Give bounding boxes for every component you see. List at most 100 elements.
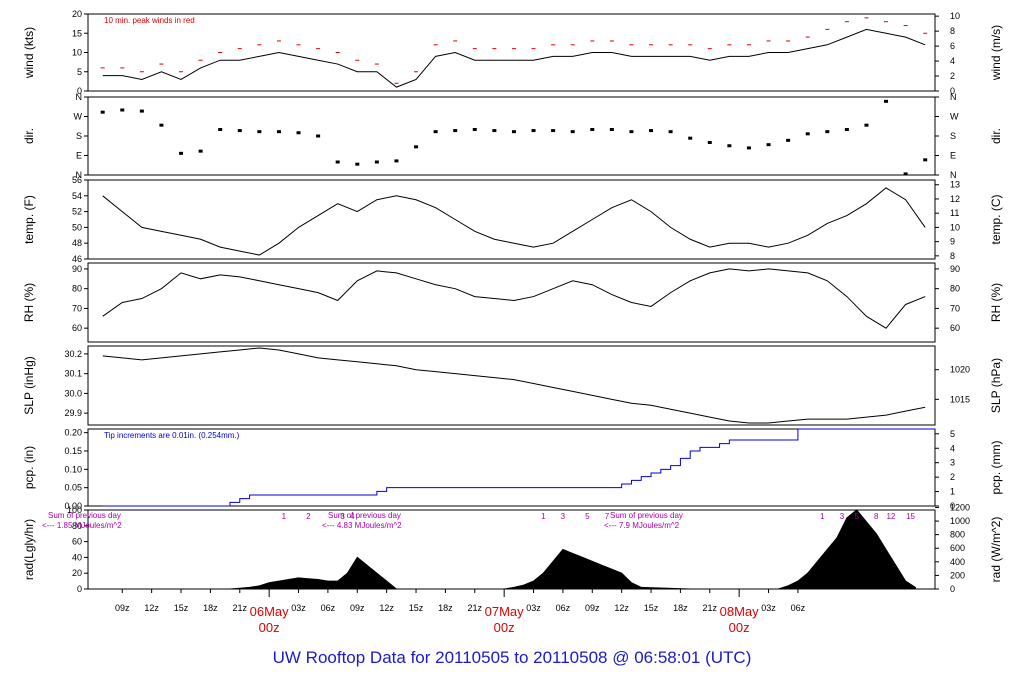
dir-point xyxy=(844,128,849,131)
pcp-ytick-label-right: 0 xyxy=(950,501,955,511)
rad-day-sum-line1: Sum of previous day xyxy=(48,511,121,520)
temp-ytick-label-left: 56 xyxy=(72,175,82,185)
dir-point xyxy=(394,159,399,163)
rad-day-sum-line1: Sum of previous day xyxy=(328,511,401,520)
rad-ytick-label-left: 60 xyxy=(72,537,82,547)
dir-point xyxy=(120,108,125,112)
x-hour-label: 09z xyxy=(350,603,365,613)
x-hour-label: 12z xyxy=(614,603,629,613)
pcp-ytick-label-right: 2 xyxy=(950,472,955,482)
wind-ytick-label-left: 15 xyxy=(72,28,82,38)
rh-ytick-label-left: 90 xyxy=(72,264,82,274)
dir-point xyxy=(355,162,360,166)
rad-ytick-label-left: 20 xyxy=(72,568,82,578)
rad-hour-marker: 7 xyxy=(605,512,610,521)
dir-point xyxy=(296,131,301,135)
dir-ytick-label-left: S xyxy=(76,131,82,141)
rad-ytick-label-right: 800 xyxy=(950,530,965,540)
dir-point xyxy=(825,130,830,134)
wind-ylabel-right: wind (m/s) xyxy=(989,25,1003,81)
pcp-ytick-label-right: 5 xyxy=(950,429,955,439)
rad-hour-marker: 5 xyxy=(585,512,590,521)
slp-ytick-label-right: 1020 xyxy=(950,365,970,375)
wind-ytick-label-left: 5 xyxy=(77,67,82,77)
x-hour-label: 15z xyxy=(174,603,189,613)
rad-hour-marker: 8 xyxy=(874,512,879,521)
dir-point xyxy=(414,145,419,149)
dir-frame xyxy=(87,96,936,176)
rh-ytick-label-left: 60 xyxy=(72,323,82,333)
x-hour-label: 12z xyxy=(144,603,159,613)
pcp-frame xyxy=(87,428,936,507)
dir-point xyxy=(159,123,164,127)
temp-ytick-label-right: 13 xyxy=(950,180,960,190)
dir-ytick-label-left: E xyxy=(76,151,82,161)
wind-ytick-label-right: 4 xyxy=(950,56,955,66)
x-hour-label: 06z xyxy=(791,603,806,613)
dir-point xyxy=(746,146,751,150)
dir-point xyxy=(609,128,614,131)
temp-ytick-label-left: 54 xyxy=(72,191,82,201)
x-hour-label: 06z xyxy=(321,603,336,613)
x-hour-label: 12z xyxy=(379,603,394,613)
rad-hour-marker: 12 xyxy=(886,512,895,521)
dir-ytick-label-right: N xyxy=(950,170,957,180)
slp-ytick-label-left: 30.2 xyxy=(64,349,82,359)
rad-ylabel-right: rad (W/m^2) xyxy=(989,517,1003,583)
rad-day-sum-line2: <--- 4.83 MJoules/m^2 xyxy=(322,521,402,530)
slp-ytick-label-left: 30.1 xyxy=(64,369,82,379)
dir-ytick-label-left: N xyxy=(76,170,83,180)
temp-ytick-label-right: 11 xyxy=(950,208,959,218)
rad-ytick-label-right: 1200 xyxy=(950,502,970,512)
x-hour-label: 15z xyxy=(409,603,424,613)
pcp-ytick-label-left: 0.20 xyxy=(64,428,82,438)
dir-point xyxy=(100,110,105,114)
rad-hour-marker: 1 xyxy=(541,512,546,521)
dir-point xyxy=(805,132,810,136)
wind-annotation: 10 min. peak winds in red xyxy=(104,16,195,25)
dir-point xyxy=(198,149,203,153)
x-hour-label: 21z xyxy=(468,603,483,613)
temp-ytick-label-left: 52 xyxy=(72,207,82,217)
dir-point xyxy=(551,129,556,133)
x-hour-label: 06z xyxy=(556,603,571,613)
rh-ylabel-left: RH (%) xyxy=(22,283,36,322)
pcp-ytick-label-right: 1 xyxy=(950,487,955,497)
x-hour-label: 15z xyxy=(644,603,659,613)
rad-ytick-label-left: 80 xyxy=(72,521,82,531)
rad-area xyxy=(229,509,916,590)
x-hour-label: 03z xyxy=(761,603,776,613)
slp-ytick-label-left: 29.9 xyxy=(64,408,82,418)
rad-hour-marker: 3 xyxy=(561,512,566,521)
dir-ytick-label-right: E xyxy=(950,151,956,161)
pcp-ytick-label-left: 0.15 xyxy=(64,446,82,456)
dir-point xyxy=(884,99,889,103)
dir-point xyxy=(139,109,144,113)
rad-hour-marker: 5 xyxy=(854,512,859,521)
wind-ytick-label-right: 8 xyxy=(950,26,955,36)
wind-line xyxy=(102,28,926,88)
dir-point xyxy=(727,144,732,148)
rh-ytick-label-left: 80 xyxy=(72,284,82,294)
x-hour-label: 09z xyxy=(585,603,600,613)
temp-ylabel-right: temp. (C) xyxy=(989,194,1003,244)
wind-ytick-label-right: 0 xyxy=(950,86,955,96)
slp-ytick-label-left: 30.0 xyxy=(64,388,82,398)
rh-ylabel-right: RH (%) xyxy=(989,283,1003,322)
rad-ytick-label-right: 600 xyxy=(950,543,965,553)
dir-point xyxy=(590,128,595,131)
rad-ytick-label-right: 0 xyxy=(950,584,955,594)
dir-point xyxy=(257,130,262,134)
pcp-line xyxy=(102,428,935,507)
pcp-ytick-label-right: 3 xyxy=(950,458,955,468)
rad-ylabel-left: rad(Lgly/hr) xyxy=(22,519,36,580)
dir-point xyxy=(335,160,340,164)
rad-hour-marker: 1 xyxy=(820,512,825,521)
slp-line xyxy=(102,347,926,424)
dir-point xyxy=(668,130,673,134)
dir-point xyxy=(511,130,516,134)
rad-ytick-label-left: 0 xyxy=(77,584,82,594)
dir-point xyxy=(179,151,184,155)
rad-hour-marker: 3 xyxy=(840,512,845,521)
